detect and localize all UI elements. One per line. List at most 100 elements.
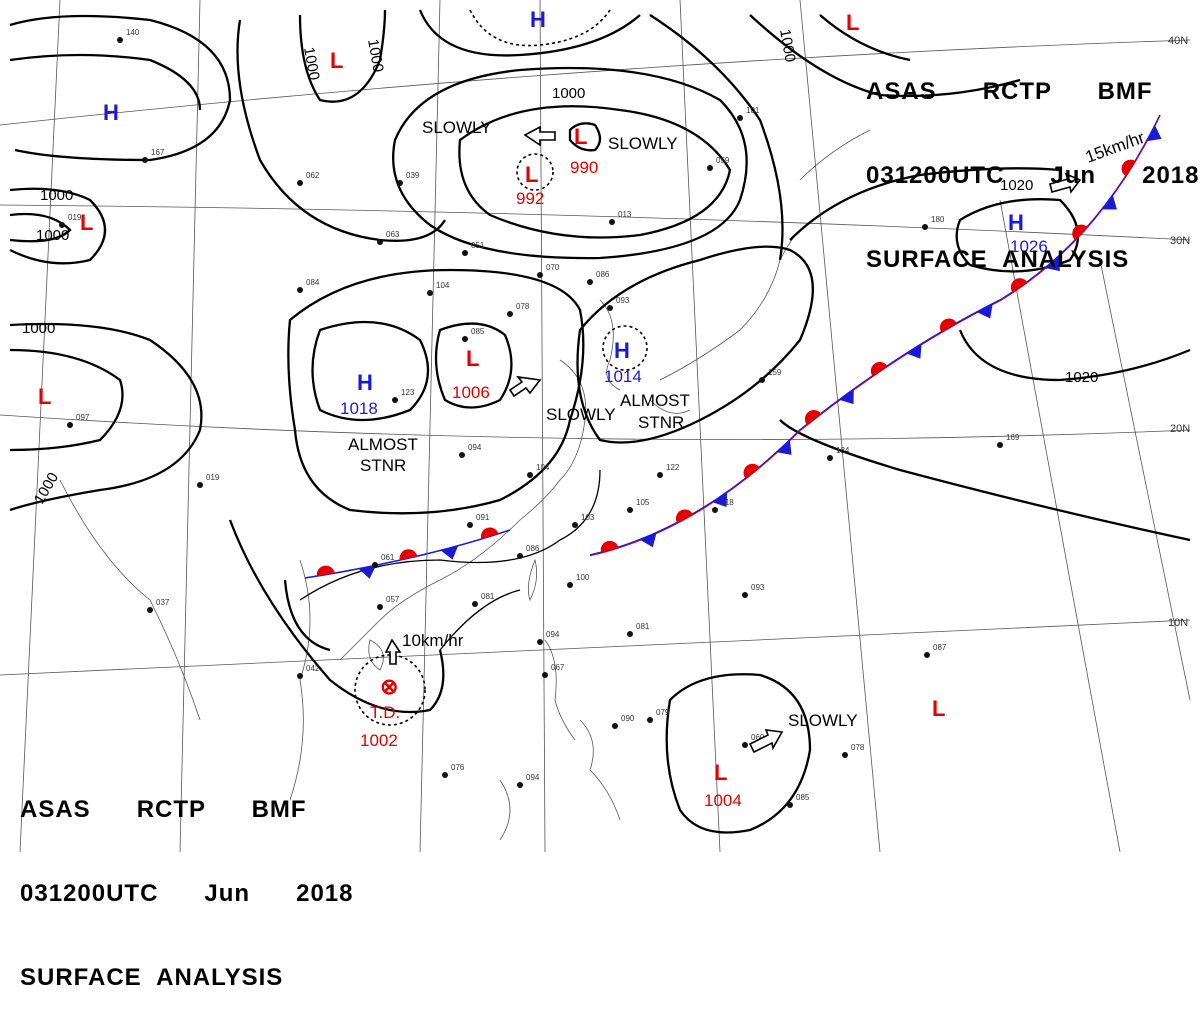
station-pressure: 086 <box>596 270 610 279</box>
station-marker <box>527 472 533 478</box>
warm-front-semicircle <box>870 361 888 376</box>
station-pressure: 100 <box>576 573 590 582</box>
isobar-north-3 <box>418 9 641 57</box>
movement-arrow-icon <box>1049 172 1082 194</box>
header-line: 031200UTC Jun 2018 <box>20 880 354 907</box>
station-marker <box>297 287 303 293</box>
station-pressure: 084 <box>306 278 320 287</box>
high-symbol: H <box>1008 210 1024 235</box>
isobar-north-2 <box>298 9 387 103</box>
station-pressure: 159 <box>768 368 782 377</box>
lat-label-20n: 20N <box>1170 423 1190 435</box>
station-marker <box>462 250 468 256</box>
isobar-dotted-1014 <box>602 325 648 371</box>
station-pressure: 123 <box>401 388 415 397</box>
td-label: T.D. <box>370 703 400 722</box>
station-marker <box>142 157 148 163</box>
station-pressure: 101 <box>746 106 760 115</box>
station-pressure: 037 <box>156 598 170 607</box>
low-pressure-value: 1004 <box>704 791 742 810</box>
isobar-pacific-1 <box>576 245 814 444</box>
station-pressure: 094 <box>526 773 540 782</box>
warm-front-semicircle <box>480 527 499 540</box>
grid-lon-7 <box>999 199 1121 852</box>
station-marker <box>627 631 633 637</box>
station-pressure: 076 <box>451 763 465 772</box>
low-pressure-value: 992 <box>516 189 544 208</box>
cold-front-triangle <box>1101 195 1117 210</box>
station-pressure: 118 <box>721 498 734 507</box>
station-pressure: 067 <box>551 663 565 672</box>
station-marker <box>462 336 468 342</box>
station-marker <box>742 742 748 748</box>
movement-arrow-icon <box>523 125 556 147</box>
isobar-nw-1 <box>9 14 232 162</box>
header-line: SURFACE ANALYSIS <box>866 246 1130 273</box>
station-pressure: 060 <box>751 733 765 742</box>
station-marker <box>922 224 928 230</box>
isobar-label: 1000 <box>552 85 585 102</box>
cold-front-triangle <box>440 545 459 560</box>
station-marker <box>587 279 593 285</box>
station-pressure: 070 <box>546 263 560 272</box>
grid-lon-2 <box>179 0 201 852</box>
cold-front-triangle <box>1045 256 1060 272</box>
cold-front-triangle <box>839 389 854 405</box>
isobar-mongolia-outer <box>458 105 732 239</box>
isobar-1020-north <box>789 167 1061 241</box>
cold-front-triangle <box>776 439 792 455</box>
station-pressure: 051 <box>471 241 485 250</box>
isobar-label: 1000 <box>36 227 69 244</box>
station-plots: 167 019 062 039 063 051 070 086 084 104 078 085 093 0… <box>59 28 1020 808</box>
isobar-1026-high <box>955 198 1080 273</box>
movement-label: SLOWLY <box>422 118 492 137</box>
grid-lon-8 <box>1099 259 1191 701</box>
warm-front-semicircle <box>939 318 957 332</box>
movement-label: SLOWLY <box>788 711 858 730</box>
movement-label: SLOWLY <box>608 134 678 153</box>
station-marker <box>537 272 543 278</box>
station-pressure: 013 <box>618 210 632 219</box>
isobar-w-low <box>9 187 106 265</box>
isobar-thin-taiwan <box>299 469 601 601</box>
isobar-label: 1000 <box>40 187 73 204</box>
isobar-central-low <box>434 322 513 409</box>
coastlines <box>59 129 871 841</box>
coast-japan <box>659 229 801 381</box>
grid-lon-4 <box>539 0 546 852</box>
station-pressure: 169 <box>1006 433 1020 442</box>
isobar-mongolia-inner <box>568 122 602 152</box>
td-symbol: ⊗ <box>380 674 398 699</box>
grid-lat-20 <box>0 414 1191 441</box>
low-pressure-value: 1006 <box>452 383 490 402</box>
station-marker <box>59 222 65 228</box>
station-marker <box>507 311 513 317</box>
high-pressure-value: 1018 <box>340 399 378 418</box>
station-pressure: 062 <box>306 171 320 180</box>
isobar-china-large <box>287 268 585 515</box>
lat-label-30n: 30N <box>1170 235 1190 247</box>
low-symbol: L <box>714 760 727 785</box>
station-pressure: 104 <box>436 281 450 290</box>
low-symbol: L <box>525 162 538 187</box>
weather-map: 167 019 062 039 063 051 070 086 084 104 078 085 093 0… <box>0 0 1191 852</box>
coast-indochina <box>289 559 311 801</box>
coast-china <box>339 359 587 661</box>
speed-label: 10km/hr <box>402 631 464 650</box>
isobars-dotted <box>354 9 648 726</box>
warm-front-semicircle <box>675 509 693 523</box>
front-east-line-red <box>589 115 1161 557</box>
station-marker <box>742 592 748 598</box>
latitude-labels: 40N 30N 20N 10N <box>1168 35 1190 629</box>
front-east-line <box>589 114 1161 556</box>
station-marker <box>67 422 73 428</box>
station-pressure: 081 <box>636 622 650 631</box>
station-marker <box>517 553 523 559</box>
station-pressure: 104 <box>536 463 550 472</box>
station-marker <box>842 752 848 758</box>
station-marker <box>459 452 465 458</box>
island-luzon <box>544 639 576 741</box>
low-pressure-value: 990 <box>570 158 598 177</box>
station-pressure: 087 <box>933 643 947 652</box>
station-pressure: 086 <box>526 544 540 553</box>
